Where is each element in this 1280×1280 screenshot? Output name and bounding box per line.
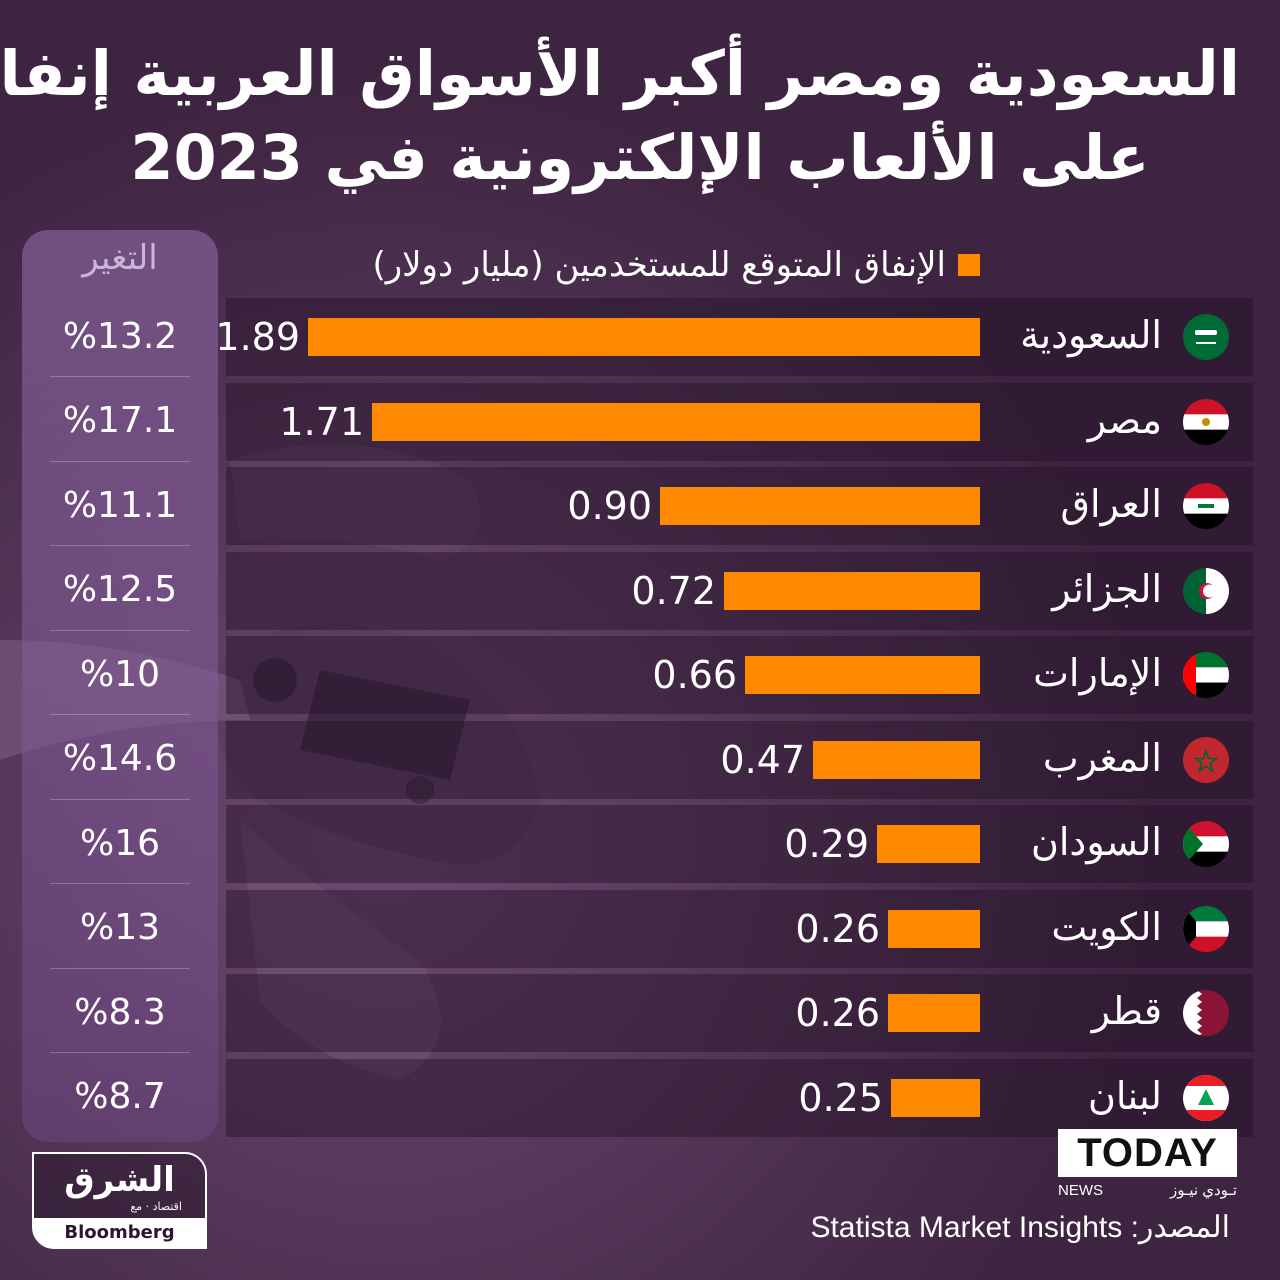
legend-swatch [958, 254, 980, 276]
source-note: المصدر: Statista Market Insights [810, 1211, 1230, 1244]
change-value: %14.6 [62, 738, 178, 779]
asharq-logo-subtext: اقتصاد · مع [130, 1200, 182, 1213]
change-value: %16 [79, 822, 160, 864]
algeria-flag-icon [1183, 567, 1229, 614]
category-label: الكويت [1051, 904, 1162, 949]
category-label: مصر [1087, 397, 1162, 442]
bar-value-label: 1.71 [279, 399, 364, 444]
category-label: الجزائر [1052, 566, 1162, 611]
change-value: %13.2 [62, 315, 178, 357]
bar [724, 571, 980, 610]
category-label: السودان [1030, 820, 1162, 864]
row-panel [226, 720, 1253, 799]
change-separator [50, 376, 190, 377]
uae-flag-icon [1183, 652, 1229, 698]
change-separator [50, 629, 190, 631]
saudi-flag-icon [1183, 314, 1229, 360]
sudan-flag-icon [1183, 821, 1229, 867]
change-column-header: التغير [82, 238, 158, 278]
category-label: لبنان [1088, 1073, 1162, 1118]
change-separator [50, 798, 190, 800]
today-news-logo: TODAY [1058, 1129, 1237, 1177]
bar [372, 402, 980, 441]
kuwait-flag-icon [1183, 905, 1229, 952]
legend-label: الإنفاق المتوقع للمستخدمين (مليار دولار) [372, 245, 946, 285]
bar [888, 909, 980, 948]
iraq-flag-icon [1183, 483, 1229, 529]
bar [877, 825, 980, 863]
change-value: %12.5 [62, 569, 178, 610]
category-label: السعودية [1020, 313, 1162, 357]
row-panel [226, 1058, 1253, 1137]
change-column-panel [22, 230, 218, 1142]
change-value: %10 [79, 653, 160, 695]
bloomberg-logo-text: Bloomberg [34, 1218, 205, 1248]
bar-value-label: 0.72 [631, 568, 716, 613]
change-value: %17.1 [62, 400, 178, 441]
change-separator [50, 460, 190, 462]
category-label: الإمارات [1033, 651, 1162, 695]
category-label: المغرب [1042, 735, 1162, 780]
bar [888, 994, 980, 1032]
change-separator [50, 545, 190, 546]
bar [813, 740, 980, 779]
row-panel [226, 974, 1253, 1052]
asharq-logo-text: الشرق [64, 1160, 175, 1200]
row-panel [226, 889, 1253, 968]
today-news-subtitle: NEWS تـودي نيـوز [1058, 1182, 1237, 1199]
bar [308, 318, 980, 356]
bar [745, 656, 980, 694]
change-separator [50, 714, 190, 715]
row-panel [226, 805, 1253, 883]
chart-title: السعودية ومصر أكبر الأسواق العربية إنفاق… [0, 32, 1240, 200]
morocco-flag-icon [1183, 736, 1229, 783]
lebanon-flag-icon [1183, 1074, 1229, 1121]
bar-value-label: 0.29 [784, 822, 869, 866]
change-value: %8.7 [74, 1076, 166, 1117]
bar-value-label: 1.89 [215, 315, 300, 359]
category-label: العراق [1060, 482, 1162, 526]
bar [891, 1078, 980, 1117]
bar-value-label: 0.26 [795, 906, 880, 951]
legend: الإنفاق المتوقع للمستخدمين (مليار دولار) [280, 240, 980, 290]
change-value: %11.1 [62, 484, 178, 526]
row-panel [226, 636, 1253, 714]
category-label: قطر [1091, 989, 1162, 1033]
change-separator [50, 883, 190, 884]
qatar-flag-icon [1183, 990, 1229, 1036]
change-separator [50, 1052, 190, 1053]
egypt-flag-icon [1183, 398, 1229, 445]
title-line-2: على الألعاب الإلكترونية في 2023 [130, 121, 1150, 194]
bar-value-label: 0.47 [720, 737, 805, 782]
title-line-1: السعودية ومصر أكبر الأسواق العربية إنفاق… [0, 37, 1240, 110]
change-value: %8.3 [74, 991, 166, 1033]
change-separator [50, 967, 190, 969]
bar-value-label: 0.25 [798, 1075, 883, 1120]
bar-value-label: 0.90 [567, 484, 652, 528]
bar-value-label: 0.66 [652, 653, 737, 697]
bar [660, 487, 980, 525]
change-value: %13 [79, 907, 160, 948]
bar-value-label: 0.26 [795, 991, 880, 1035]
